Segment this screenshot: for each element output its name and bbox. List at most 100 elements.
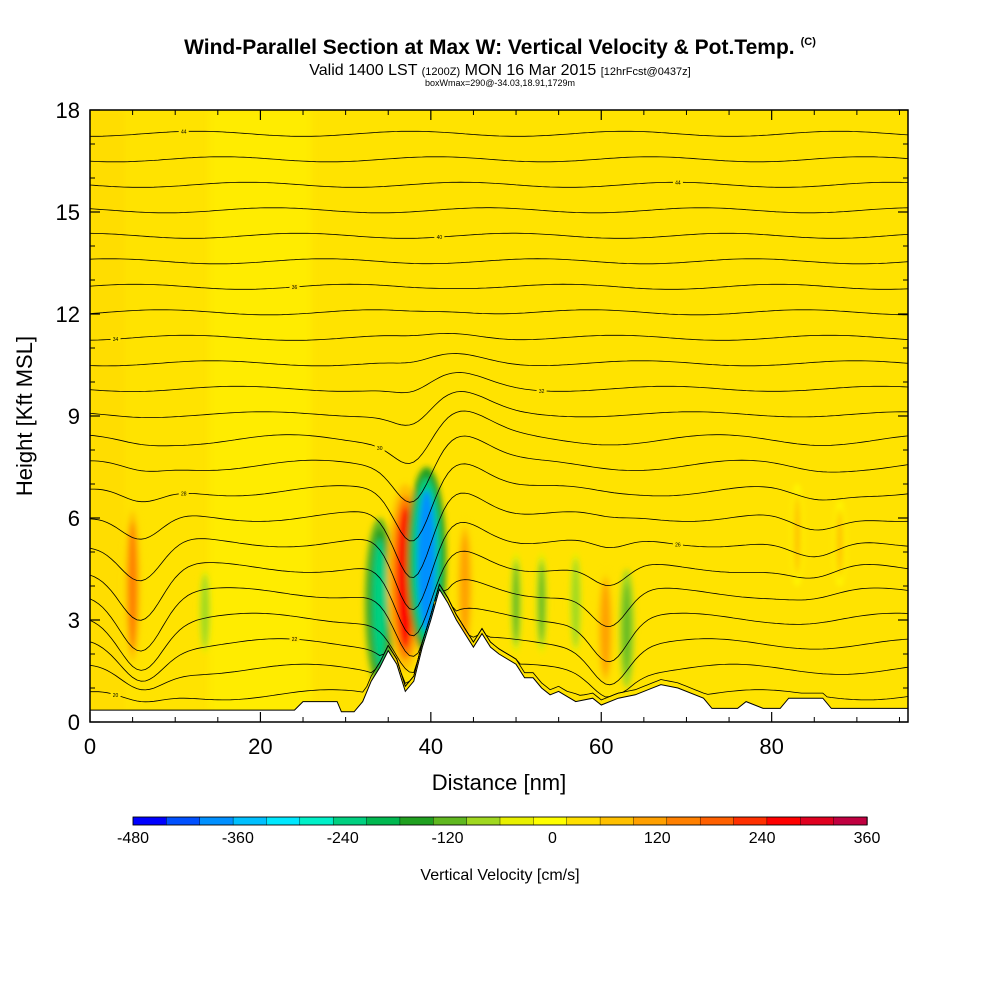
theta-contour [90, 283, 908, 290]
y-tick-label: 0 [68, 710, 80, 735]
colorbar-swatch [566, 816, 601, 826]
colorbar-tick-label: 360 [854, 830, 881, 847]
theta-contour [90, 579, 908, 657]
colorbar-tick-label: -120 [432, 830, 464, 847]
contour-label-text: 30 [377, 446, 383, 452]
velocity-feature [460, 534, 470, 638]
colorbar-swatch [599, 816, 635, 826]
x-axis: 0 20 40 60 80 [84, 110, 900, 759]
theta-contour [90, 309, 908, 316]
contour-label-bg [672, 541, 683, 548]
colorbar-swatch [733, 816, 768, 826]
velocity-feature [513, 564, 519, 642]
contour-label: 28 [178, 490, 189, 497]
contour-label-text: 22 [292, 637, 298, 643]
colorbar-swatch [633, 816, 668, 826]
y-tick-label: 6 [68, 506, 80, 531]
theta-contour [90, 435, 908, 503]
theta-contour [90, 583, 908, 686]
theta-contour [90, 353, 908, 367]
contour-label-bg [110, 691, 121, 698]
y-tick-label: 15 [56, 200, 80, 225]
valid-day: MON 16 Mar 2015 [464, 62, 597, 79]
x-tick-label: 20 [248, 734, 272, 759]
colorbar-swatch [132, 816, 168, 826]
velocity-feature [538, 564, 545, 642]
terrain [90, 588, 908, 722]
colorbar-swatch [533, 816, 568, 826]
velocity-feature [601, 583, 610, 674]
theta-contour [90, 130, 908, 137]
colorbar-swatch [399, 816, 434, 826]
contour-label: 40 [434, 234, 445, 241]
contour-label-bg [672, 179, 683, 186]
chart-title-text: Wind-Parallel Section at Max W: Vertical… [184, 36, 795, 59]
x-axis-label: Distance [nm] [432, 770, 567, 795]
velocity-feature [836, 511, 843, 576]
contour-label: 44 [672, 179, 683, 186]
colorbar-swatch [433, 816, 468, 826]
valid-prefix: Valid 1400 LST [309, 62, 418, 79]
theta-contour [90, 521, 908, 611]
colorbar-swatch [266, 816, 301, 826]
plot-area: 202224262830323436404444 [90, 110, 908, 722]
colorbar-tick-label: 120 [644, 830, 671, 847]
theta-contour [90, 372, 908, 394]
velocity-feature [127, 521, 138, 651]
theta-contour [90, 550, 908, 637]
theta-contour [90, 583, 908, 673]
colorbar: -480 -360 -240 -120 0 120 240 360 [117, 816, 881, 847]
title-mark: (C) [800, 36, 816, 48]
contour-label-text: 40 [437, 235, 443, 241]
velocity-feature [417, 489, 436, 632]
colorbar-swatch [332, 816, 368, 826]
contour-label: 26 [672, 541, 683, 549]
theta-contour [90, 156, 908, 163]
colorbar-tick-label: 0 [548, 830, 557, 847]
contour-label: 30 [374, 444, 385, 452]
valid-fcst: [12hrFcst@0437z] [600, 66, 691, 78]
colorbar-swatch [232, 816, 268, 826]
field-band [209, 110, 312, 722]
y-tick-label: 18 [56, 98, 80, 123]
y-axis-label: Height [Kft MSL] [12, 336, 37, 496]
velocity-feature [794, 496, 801, 574]
valid-utc: (1200Z) [421, 66, 461, 78]
box-info: boxWmax=290@-34.03,18.91,1729m [425, 78, 575, 88]
colorbar-tick-label: -240 [327, 830, 359, 847]
valid-time-line: Valid 1400 LST (1200Z) MON 16 Mar 2015 [… [0, 62, 1000, 80]
colorbar-swatch [699, 816, 735, 826]
colorbar-tick-label: -360 [222, 830, 254, 847]
contour-label-bg [289, 283, 300, 290]
colorbar-label: Vertical Velocity [cm/s] [420, 867, 579, 884]
theta-contour [90, 207, 908, 214]
contour-label-bg [110, 336, 121, 343]
contour-label-bg [178, 128, 189, 135]
theta-contour [90, 463, 908, 542]
colorbar-swatch [166, 816, 201, 826]
x-tick-label: 60 [589, 734, 613, 759]
colorbar-swatch [666, 816, 701, 826]
contour-label: 20 [110, 691, 121, 699]
colorbar-tick-label: -480 [117, 830, 149, 847]
theta-contour [90, 332, 908, 341]
colorbar-frame [132, 816, 868, 826]
y-tick-label: 12 [56, 302, 80, 327]
theta-contour [90, 258, 908, 265]
contour-label-text: 44 [181, 129, 187, 135]
contour-label: 44 [178, 128, 189, 135]
contour-label-text: 26 [675, 543, 681, 549]
colorbar-swatch [800, 816, 835, 826]
contour-label: 22 [289, 636, 300, 643]
theta-contour [90, 492, 908, 578]
y-tick-label: 9 [68, 404, 80, 429]
theta-contours [90, 130, 908, 703]
x-tick-label: 80 [759, 734, 783, 759]
theta-contour [90, 181, 908, 188]
colorbar-swatch [833, 816, 868, 826]
x-tick-label: 0 [84, 734, 96, 759]
colorbar-swatch [199, 816, 234, 826]
velocity-feature [623, 583, 631, 674]
